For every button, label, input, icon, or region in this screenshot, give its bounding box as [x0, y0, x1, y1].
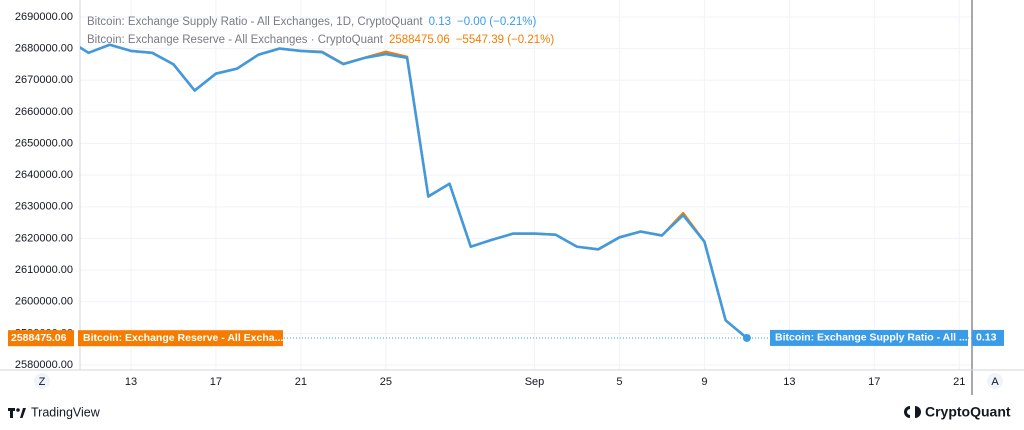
series-value-tag: 0.13 [976, 332, 997, 344]
x-tick-label: 17 [210, 376, 222, 388]
left-axis-button[interactable]: Z [39, 376, 46, 388]
price-tags: Bitcoin: Exchange Supply Ratio - All ...… [8, 329, 1004, 347]
series-tag: Bitcoin: Exchange Reserve - All Excha... [83, 332, 283, 344]
cryptoquant-logo [904, 406, 921, 418]
y-tick-label: 2690000.00 [15, 11, 73, 23]
axis-button-bg[interactable] [34, 373, 50, 389]
series-tag: Bitcoin: Exchange Supply Ratio - All ... [775, 332, 968, 344]
y-tick-label: 2640000.00 [15, 169, 73, 181]
y-tick-label: 2620000.00 [15, 232, 73, 244]
y-tick-label: 2610000.00 [15, 264, 73, 276]
series-line [80, 43, 748, 339]
x-tick-label: 17 [868, 376, 880, 388]
legend-change: −0.00 (−0.21%) [457, 16, 536, 28]
last-point [742, 333, 751, 342]
axis-button-bg[interactable] [987, 373, 1003, 389]
tag-bg [972, 329, 1004, 346]
tradingview-logo [8, 408, 26, 418]
y-tick-label: 2670000.00 [15, 74, 73, 86]
legend-value: 2588475.06 [389, 34, 450, 46]
x-tick-label: 21 [953, 376, 965, 388]
right-axis-button[interactable]: A [991, 376, 999, 388]
plot-area [80, 43, 972, 342]
y-tick-label: 2680000.00 [15, 43, 73, 55]
x-tick-label: 21 [295, 376, 307, 388]
tag-bg [770, 329, 968, 346]
y-tick-label: 2650000.00 [15, 137, 73, 149]
tag-bg [8, 330, 74, 347]
y-tick-label: 2600000.00 [15, 296, 73, 308]
legend: Bitcoin: Exchange Supply Ratio - All Exc… [87, 16, 554, 46]
x-tick-label: 5 [616, 376, 622, 388]
x-tick-label: Sep [525, 376, 545, 388]
legend-change: −5547.39 (−0.21%) [456, 34, 555, 46]
grid [80, 0, 972, 370]
legend-name: Bitcoin: Exchange Reserve - All Exchange… [87, 34, 384, 46]
footer-cryptoquant: CryptoQuant [925, 404, 1011, 420]
y-tick-label: 2630000.00 [15, 201, 73, 213]
x-tick-label: 25 [380, 376, 392, 388]
x-tick-label: 13 [125, 376, 137, 388]
legend-value: 0.13 [429, 16, 451, 28]
legend-name: Bitcoin: Exchange Supply Ratio - All Exc… [87, 16, 423, 28]
y-tick-label: 2660000.00 [15, 106, 73, 118]
x-tick-label: 9 [701, 376, 707, 388]
x-tick-label: 13 [783, 376, 795, 388]
series-value-tag: 2588475.06 [11, 332, 67, 344]
y-tick-label: 2580000.00 [15, 359, 73, 371]
footer-tradingview: TradingView [31, 405, 101, 419]
tag-bg [78, 330, 283, 347]
